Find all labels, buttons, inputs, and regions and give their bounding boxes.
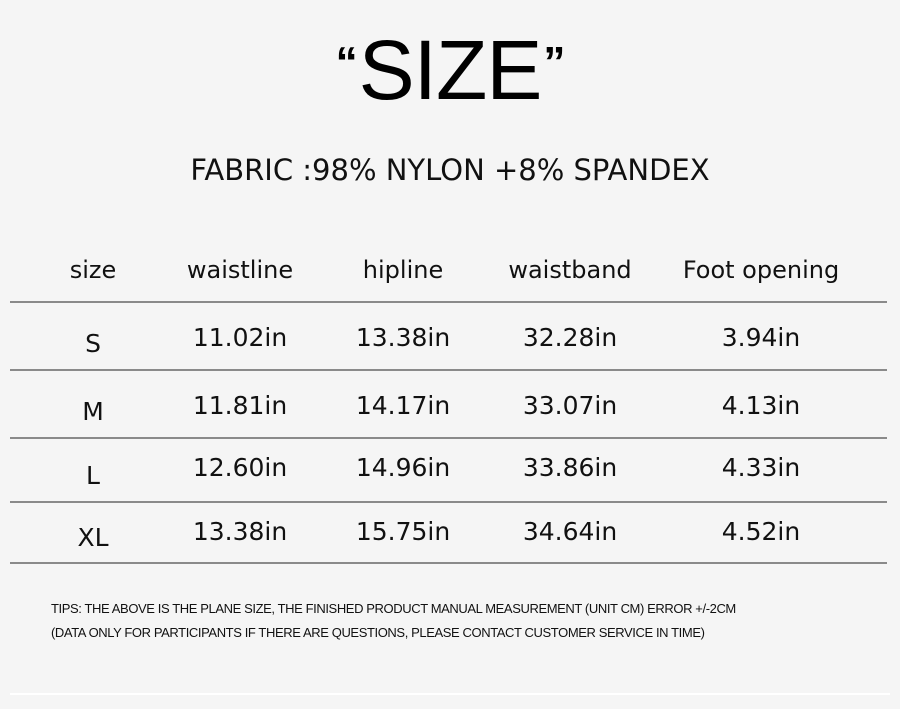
header-waistband: waistband [508, 256, 632, 284]
table-header-row: size waistline hipline waistband Foot op… [10, 240, 887, 303]
waistband-cell: 32.28in [522, 323, 618, 352]
foot-opening-cell: 4.13in [721, 391, 801, 420]
page-title: “SIZE” [0, 18, 900, 115]
tips-note: TIPS: THE ABOVE IS THE PLANE SIZE, THE F… [51, 597, 736, 645]
title-text: SIZE [358, 23, 543, 117]
header-hipline: hipline [362, 256, 444, 284]
table-row: S 11.02in 13.38in 32.28in 3.94in [10, 303, 887, 371]
hipline-cell: 13.38in [355, 323, 451, 352]
foot-opening-cell: 3.94in [721, 323, 801, 352]
tips-line-1: TIPS: THE ABOVE IS THE PLANE SIZE, THE F… [51, 601, 736, 616]
header-size: size [69, 256, 117, 284]
divider [10, 693, 890, 695]
fabric-composition: FABRIC :98% NYLON +8% SPANDEX [190, 153, 710, 187]
size-cell: M [82, 397, 104, 426]
hipline-cell: 15.75in [355, 517, 451, 546]
table-row: L 12.60in 14.96in 33.86in 4.33in [10, 439, 887, 503]
waistline-cell: 11.02in [192, 323, 288, 352]
header-waistline: waistline [186, 256, 294, 284]
size-cell: S [85, 329, 101, 358]
table-row: M 11.81in 14.17in 33.07in 4.13in [10, 371, 887, 439]
hipline-cell: 14.17in [355, 391, 451, 420]
waistband-cell: 33.86in [522, 453, 618, 482]
tips-line-2: (DATA ONLY FOR PARTICIPANTS IF THERE ARE… [51, 625, 705, 640]
table-row: XL 13.38in 15.75in 34.64in 4.52in [10, 503, 887, 564]
size-table: size waistline hipline waistband Foot op… [10, 240, 887, 564]
header-foot-opening: Foot opening [682, 256, 840, 284]
waistband-cell: 33.07in [522, 391, 618, 420]
close-quote: ” [543, 38, 565, 87]
waistband-cell: 34.64in [522, 517, 618, 546]
waistline-cell: 12.60in [192, 453, 288, 482]
open-quote: “ [335, 38, 358, 87]
size-cell: XL [77, 523, 109, 552]
foot-opening-cell: 4.52in [721, 517, 801, 546]
size-cell: L [86, 461, 100, 490]
waistline-cell: 13.38in [192, 517, 288, 546]
waistline-cell: 11.81in [192, 391, 288, 420]
foot-opening-cell: 4.33in [721, 453, 801, 482]
hipline-cell: 14.96in [355, 453, 451, 482]
